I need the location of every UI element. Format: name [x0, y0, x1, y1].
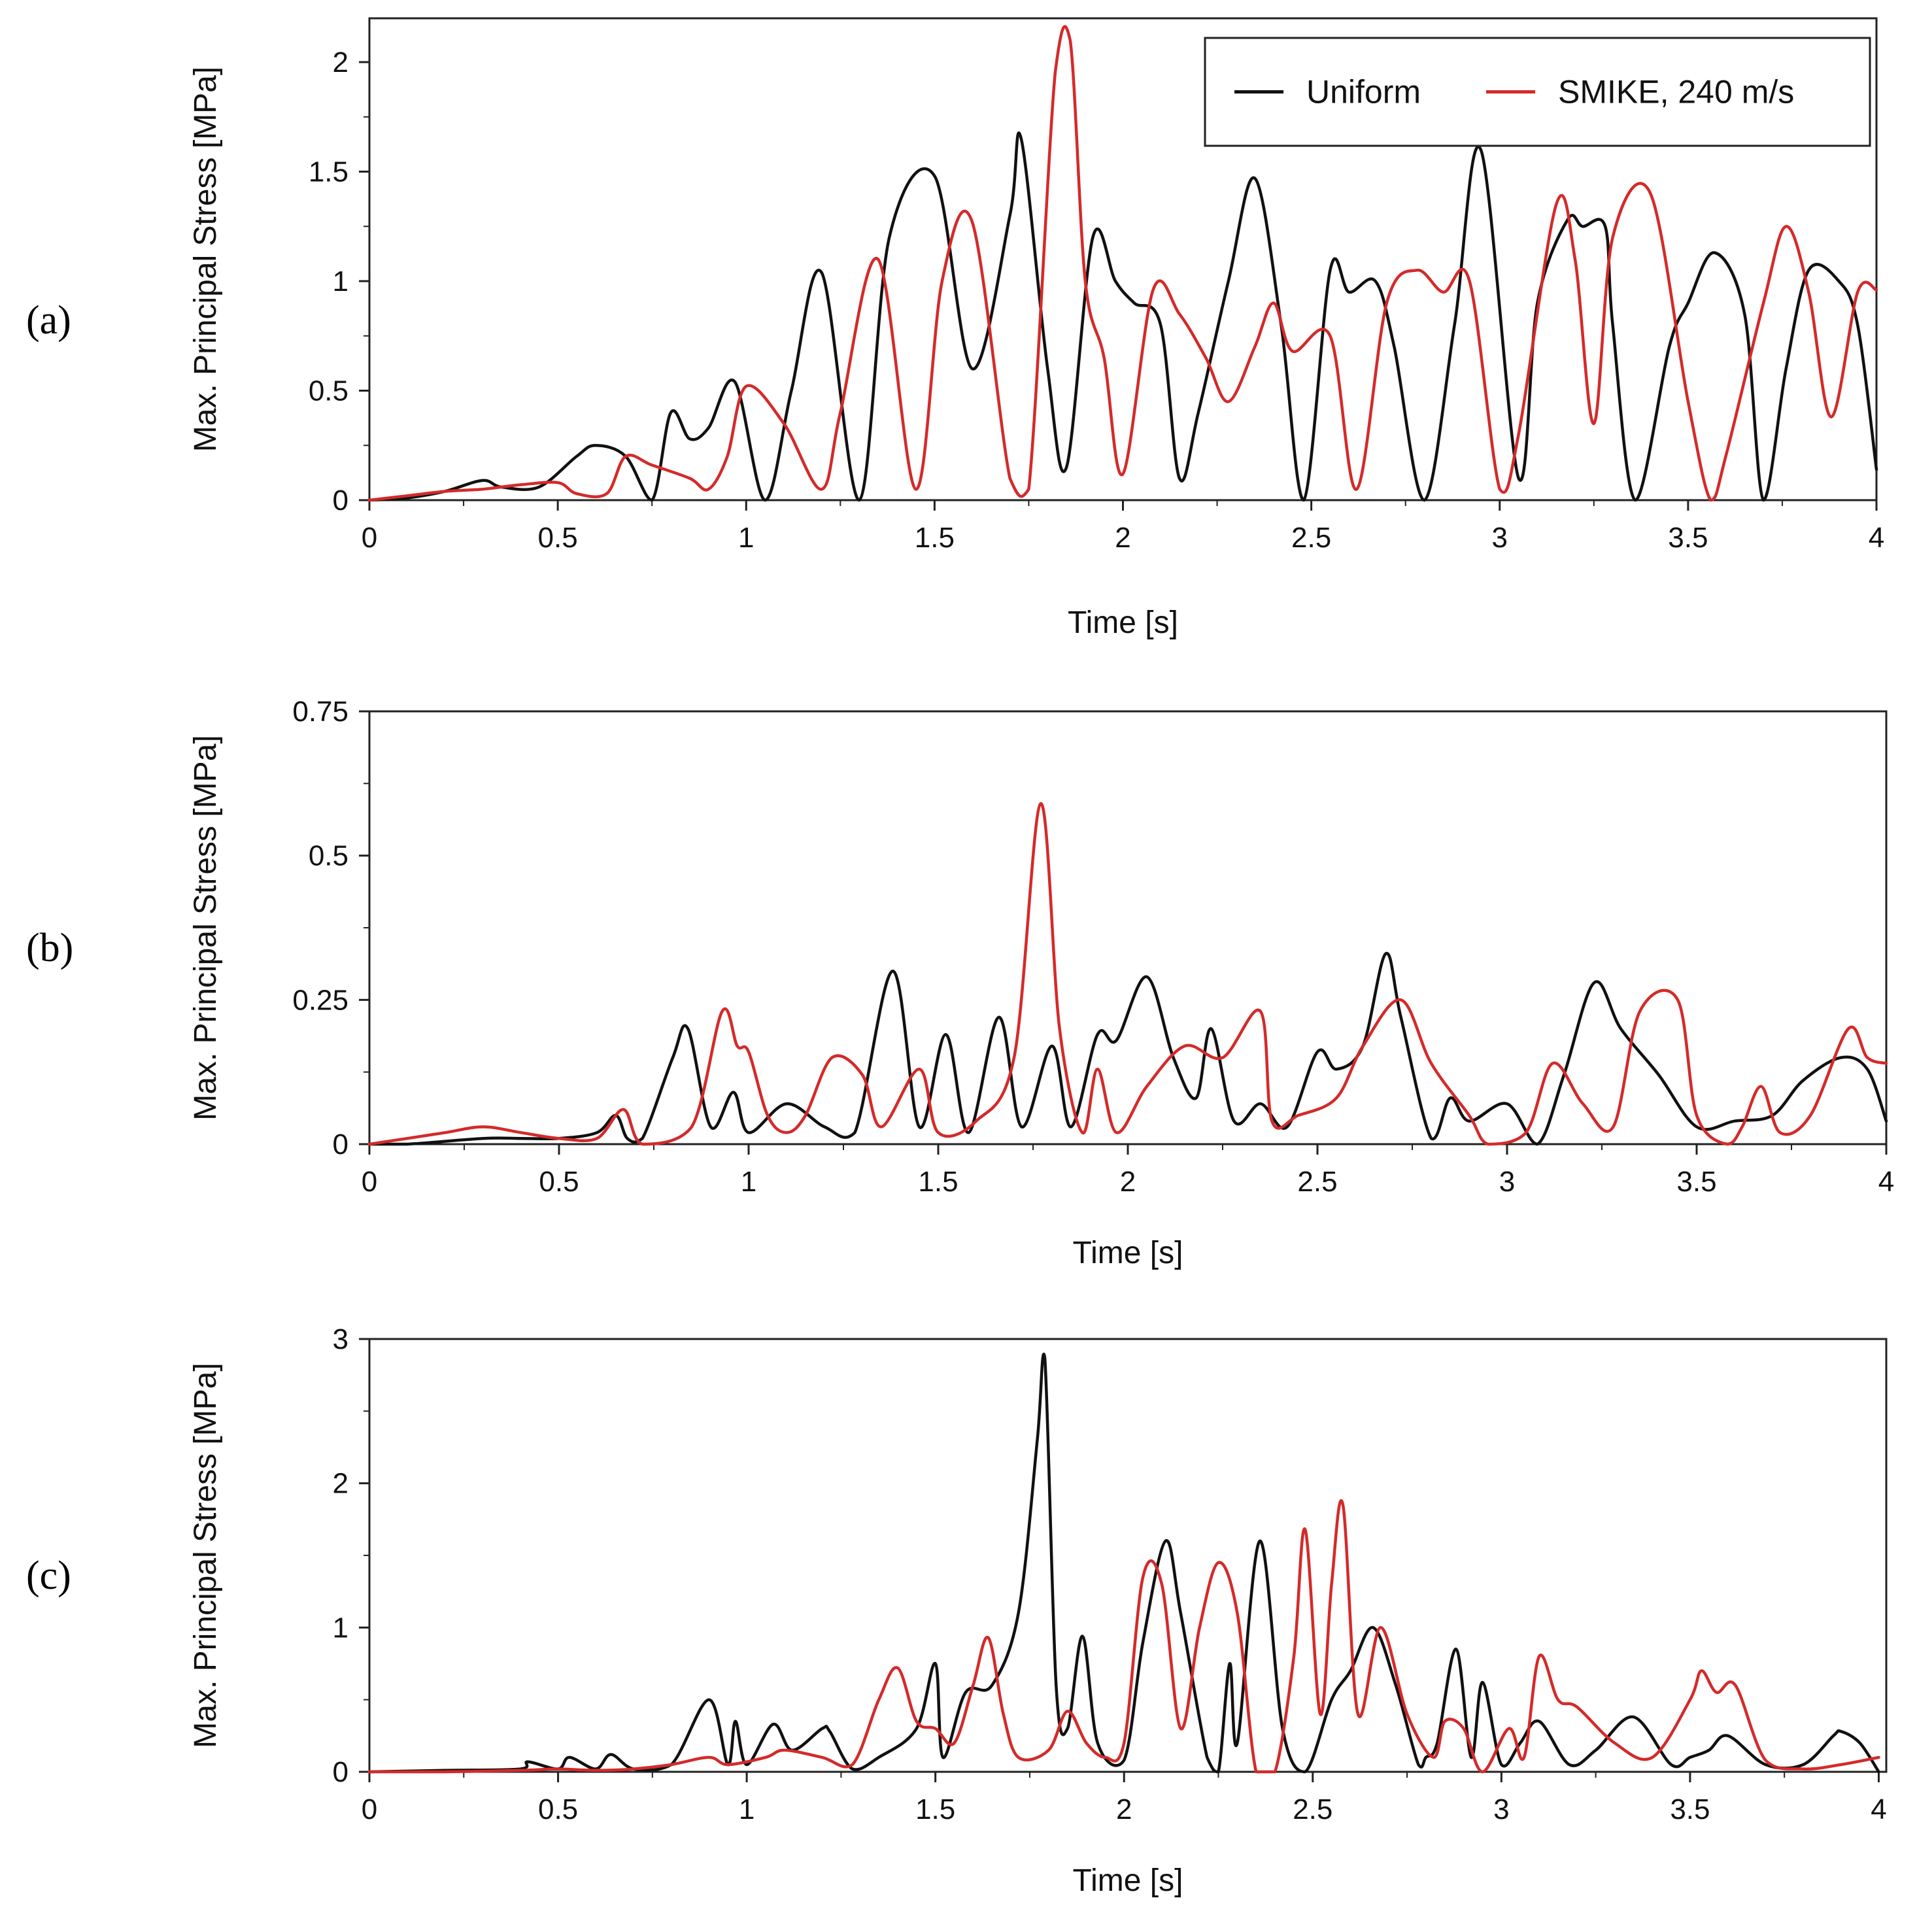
- x-tick-label: 1: [738, 522, 754, 554]
- x-tick-label: 2.5: [1297, 1166, 1337, 1198]
- x-axis-title: Time [s]: [1068, 605, 1178, 640]
- x-tick-label: 0.5: [538, 1793, 578, 1825]
- x-tick-label: 2.5: [1293, 1793, 1332, 1825]
- y-axis-title: Max. Principal Stress [MPa]: [188, 735, 223, 1121]
- y-axis-title: Max. Principal Stress [MPa]: [188, 67, 223, 452]
- series-line-uniform: [367, 952, 1888, 1146]
- y-axis-title: Max. Principal Stress [MPa]: [188, 1363, 223, 1748]
- legend-label-smike: SMIKE, 240 m/s: [1558, 74, 1794, 110]
- x-tick-label: 0: [362, 1166, 377, 1198]
- x-tick-label: 1: [739, 1793, 755, 1825]
- y-tick-label: 0: [333, 484, 348, 517]
- x-axis-title: Time [s]: [1073, 1236, 1183, 1270]
- chart-panel-a: (a) 0 0.5 1 1.5 2 2.5 3 3.5 4 0 0.5 1 1.5 2 Time [s] Max…: [26, 17, 1884, 640]
- x-tick-label: 3.5: [1668, 522, 1708, 554]
- x-tick-label: 3: [1492, 522, 1508, 554]
- series-line-smike: [367, 802, 1888, 1146]
- y-tick-label: 1.5: [309, 156, 348, 188]
- x-tick-label: 3.5: [1670, 1793, 1710, 1825]
- x-tick-label: 2.5: [1291, 522, 1331, 554]
- y-tick-label: 2: [333, 46, 348, 78]
- series-line-uniform: [367, 1352, 1880, 1774]
- series-line-smike: [367, 25, 1878, 502]
- plot-frame: [368, 710, 1888, 1145]
- x-tick-label: 1.5: [918, 1166, 958, 1198]
- y-tick-label: 1: [333, 265, 348, 297]
- y-tick-label: 3: [333, 1323, 348, 1355]
- y-tick-label: 0.5: [309, 840, 348, 872]
- x-tick-label: 1: [741, 1166, 756, 1198]
- x-tick-label: 1.5: [915, 522, 955, 554]
- y-tick-label: 1: [333, 1612, 348, 1644]
- x-tick-label: 1.5: [915, 1793, 955, 1825]
- x-axis-title: Time [s]: [1073, 1863, 1183, 1898]
- x-tick-label: 2: [1115, 522, 1130, 554]
- x-tick-label: 3: [1493, 1793, 1509, 1825]
- series-line-uniform: [367, 131, 1878, 502]
- chart-panel-b: (b) 0 0.5 1 1.5 2 2.5 3 3.5 4 0 0.25 0.5 0.75 Time [s]…: [26, 696, 1894, 1270]
- x-tick-label: 4: [1871, 1793, 1886, 1825]
- panel-label: (c): [26, 1553, 71, 1598]
- legend-box: [1204, 37, 1871, 147]
- legend: Uniform SMIKE, 240 m/s: [1204, 37, 1871, 147]
- x-tick-label: 4: [1869, 522, 1884, 554]
- x-tick-label: 2: [1116, 1793, 1132, 1825]
- x-tick-label: 0.5: [538, 522, 578, 554]
- series-line-smike: [367, 1499, 1880, 1774]
- y-tick-label: 0: [333, 1756, 348, 1788]
- x-tick-label: 4: [1878, 1166, 1894, 1198]
- x-tick-label: 2: [1120, 1166, 1136, 1198]
- x-tick-label: 3.5: [1676, 1166, 1716, 1198]
- x-tick-label: 3: [1499, 1166, 1515, 1198]
- legend-label-uniform: Uniform: [1306, 74, 1421, 110]
- y-tick-label: 0.25: [292, 984, 348, 1016]
- y-tick-label: 0.75: [292, 696, 348, 728]
- y-tick-label: 0: [333, 1128, 348, 1161]
- y-tick-label: 2: [333, 1468, 348, 1500]
- chart-panel-c: (c) 0 0.5 1 1.5 2 2.5 3 3.5 4 0 1 2 3 Time [s] Max. Pri…: [26, 1323, 1888, 1898]
- x-tick-label: 0.5: [539, 1166, 579, 1198]
- panel-label: (b): [26, 926, 73, 970]
- y-tick-label: 0.5: [309, 375, 348, 407]
- x-tick-label: 0: [362, 522, 377, 554]
- panel-label: (a): [26, 298, 71, 343]
- x-tick-label: 0: [362, 1793, 377, 1825]
